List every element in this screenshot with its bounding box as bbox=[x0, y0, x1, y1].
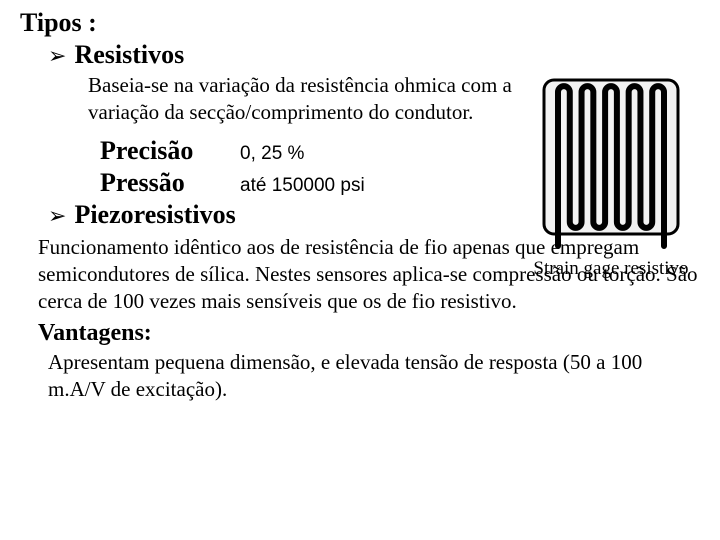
strain-gage-icon bbox=[536, 62, 686, 252]
arrow-icon: ➢ bbox=[48, 203, 66, 229]
spec-pressure-label: Pressão bbox=[100, 168, 240, 198]
heading-piezo: Piezoresistivos bbox=[74, 200, 235, 230]
spec-precision-value: 0, 25 % bbox=[240, 143, 304, 165]
desc-resistivos: Baseia-se na variação da resistência ohm… bbox=[88, 72, 518, 126]
heading-vantagens: Vantagens: bbox=[38, 320, 700, 347]
desc-vantagens: Apresentam pequena dimensão, e elevada t… bbox=[48, 349, 688, 404]
spec-precision-label: Precisão bbox=[100, 136, 240, 166]
heading-resistivos: Resistivos bbox=[74, 40, 184, 70]
figure-caption: Strain gage resistivo bbox=[526, 258, 696, 280]
figure-strain-gage: Strain gage resistivo bbox=[526, 62, 696, 280]
page-title: Tipos : bbox=[20, 8, 700, 38]
arrow-icon: ➢ bbox=[48, 43, 66, 69]
spec-pressure-value: até 150000 psi bbox=[240, 175, 365, 197]
